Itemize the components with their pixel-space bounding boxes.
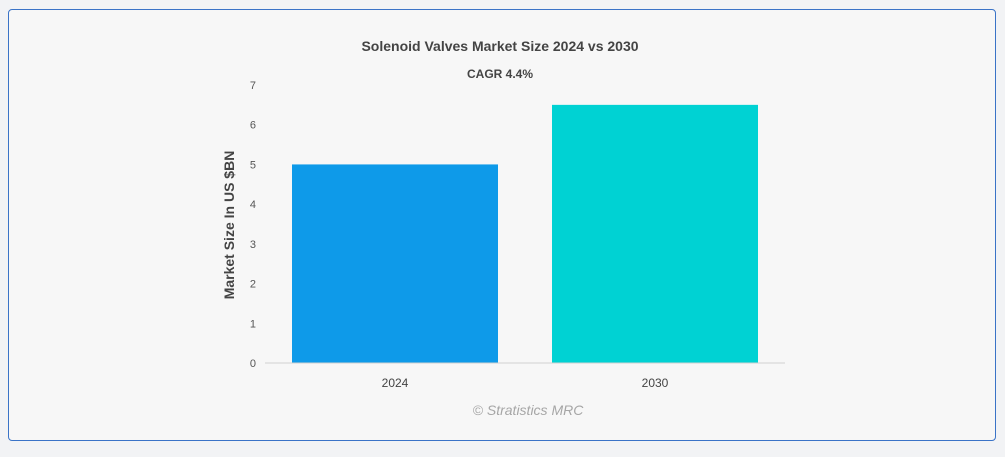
y-tick-label: 3 [250, 239, 256, 251]
chart-subtitle: CAGR 4.4% [467, 67, 533, 81]
y-tick-label: 5 [250, 159, 256, 171]
source-credit: © Stratistics MRC [473, 402, 585, 418]
y-axis-ticks: 0 1 2 3 4 5 6 7 [250, 80, 256, 370]
bars [292, 104, 758, 363]
y-tick-label: 1 [250, 318, 256, 330]
y-axis-label: Market Size In US $BN [221, 151, 237, 300]
y-tick-label: 0 [250, 358, 256, 370]
bar-2030 [552, 104, 758, 363]
y-tick-label: 2 [250, 279, 256, 291]
chart-title: Solenoid Valves Market Size 2024 vs 2030 [361, 38, 638, 54]
chart-card [8, 9, 996, 441]
x-tick-label: 2024 [382, 376, 409, 390]
x-tick-label: 2030 [642, 376, 669, 390]
y-tick-label: 7 [250, 80, 256, 92]
x-axis-ticks: 2024 2030 [382, 376, 669, 390]
y-tick-label: 4 [250, 199, 256, 211]
y-tick-label: 6 [250, 120, 256, 132]
bar-2024 [292, 164, 498, 363]
